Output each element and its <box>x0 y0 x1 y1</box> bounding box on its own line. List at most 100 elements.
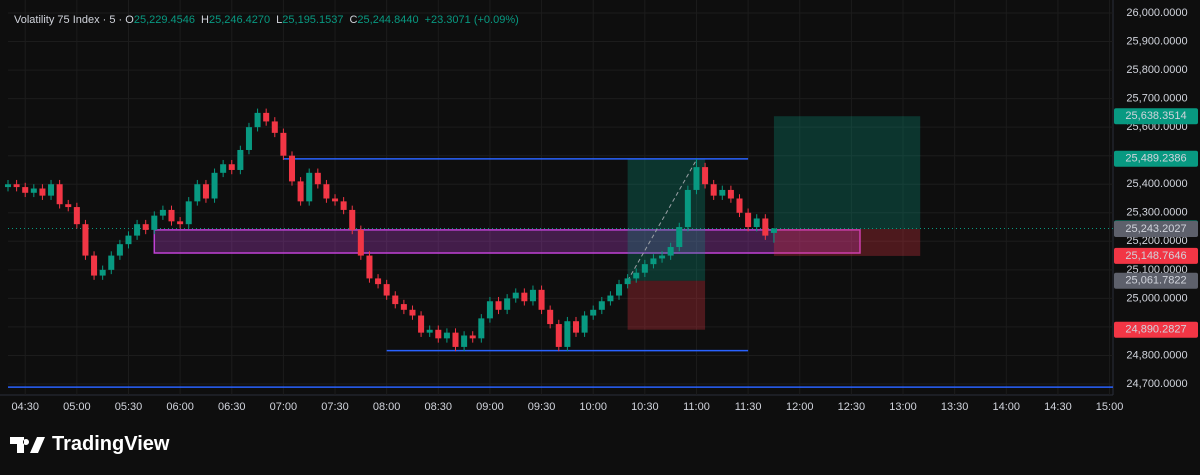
change: +23.3071 (+0.09%) <box>424 14 519 26</box>
candle-body <box>332 198 339 202</box>
candle-body <box>211 172 218 199</box>
candle-body <box>727 189 734 199</box>
ohlc-value: 25,229.4546 <box>133 14 196 26</box>
trade-path <box>627 158 698 282</box>
price-tag-label: 25,061.7822 <box>1125 275 1186 287</box>
symbol: Volatility 75 Index · 5 · <box>14 14 123 26</box>
candle-body <box>91 255 98 276</box>
x-tick-label: 09:00 <box>476 401 504 413</box>
candle-body <box>73 207 80 225</box>
price-tag-label: 25,148.7646 <box>1125 250 1186 262</box>
candle-body <box>280 132 287 156</box>
candle-body <box>151 215 158 230</box>
y-tick-label: 25,900.0000 <box>1126 35 1187 47</box>
candle-body <box>22 187 29 193</box>
candle-body <box>39 188 46 196</box>
candle-body <box>340 201 347 210</box>
price-tag <box>1114 247 1198 264</box>
price-tag <box>1114 272 1198 289</box>
candle-body <box>572 321 580 333</box>
brand-name: TradingView <box>52 433 170 455</box>
candle-body <box>409 309 416 316</box>
y-tick-label: 25,100.0000 <box>1126 264 1187 276</box>
brand-logo[interactable]: TradingView <box>10 433 169 456</box>
candle-body <box>521 292 528 302</box>
ohlc-key: C <box>349 14 358 26</box>
candle-body <box>564 321 571 347</box>
candle-body <box>745 212 752 228</box>
x-tick-label: 05:00 <box>63 401 91 413</box>
candle-body <box>375 278 382 285</box>
candle-body <box>650 258 657 265</box>
candle-body <box>504 298 511 310</box>
candle-body <box>366 255 373 279</box>
ohlc-key: O <box>125 14 134 26</box>
candle-body <box>400 304 407 310</box>
x-tick-label: 12:00 <box>786 401 814 413</box>
candle-body <box>383 284 390 296</box>
candle-body <box>676 227 683 248</box>
x-tick-label: 11:00 <box>683 401 710 413</box>
y-tick-label: 25,000.0000 <box>1126 292 1187 304</box>
y-tick-label: 24,700.0000 <box>1126 378 1187 390</box>
candle-body <box>555 324 562 347</box>
candle-body <box>607 295 614 302</box>
candle-body <box>418 315 425 333</box>
x-tick-label: 08:30 <box>425 401 453 413</box>
candle-body <box>159 209 166 216</box>
x-tick-label: 07:00 <box>270 401 298 413</box>
candle-body <box>581 315 588 333</box>
price-tag <box>1114 150 1198 167</box>
zone-box <box>153 229 861 254</box>
candle-body <box>108 255 115 270</box>
candle-body <box>13 184 20 188</box>
candle-body <box>125 235 132 245</box>
candle-body <box>314 172 321 185</box>
candle-body <box>245 127 252 150</box>
price-tag-label: 25,489.2386 <box>1125 153 1186 165</box>
x-tick-label: 06:00 <box>166 401 194 413</box>
candle-body <box>168 209 175 222</box>
x-tick-label: 09:30 <box>528 401 556 413</box>
y-tick-label: 25,200.0000 <box>1126 235 1187 247</box>
candle-body <box>65 204 72 208</box>
candle-body <box>710 184 717 196</box>
candle-body <box>770 228 777 233</box>
y-tick-label: 25,800.0000 <box>1126 64 1187 76</box>
legend-header: Volatility 75 Index · 5 · O25,229.4546 H2… <box>14 14 525 26</box>
candle-body <box>202 184 209 199</box>
y-tick-label: 25,400.0000 <box>1126 178 1187 190</box>
y-tick-label: 24,800.0000 <box>1126 349 1187 361</box>
candle-body <box>30 188 37 193</box>
x-tick-label: 12:30 <box>838 401 866 413</box>
candle-body <box>116 244 123 256</box>
candle-body <box>598 301 605 310</box>
candle-body <box>486 301 493 319</box>
candle-body <box>512 292 519 299</box>
candle-body <box>306 172 313 202</box>
x-tick-label: 08:00 <box>373 401 401 413</box>
candle-body <box>762 218 769 236</box>
candle-body <box>452 332 459 347</box>
candle-body <box>134 224 141 236</box>
candle-body <box>736 198 743 213</box>
candle-body <box>633 272 640 279</box>
candle-body <box>667 247 674 256</box>
x-tick-label: 10:30 <box>631 401 659 413</box>
candle-body <box>547 309 554 325</box>
price-tag-label: 24,890.2827 <box>1125 324 1186 336</box>
candle-body <box>684 189 691 228</box>
candle-body <box>461 335 468 347</box>
x-tick-label: 07:30 <box>321 401 349 413</box>
candle-body <box>82 224 89 256</box>
candle-body <box>702 167 709 185</box>
ohlc-value: 25,244.8440 <box>357 14 419 26</box>
ohlc-value: 25,246.4270 <box>208 14 271 26</box>
candle-body <box>529 289 536 302</box>
candle-body <box>392 295 399 305</box>
candle-body <box>753 218 760 228</box>
candle-body <box>297 181 304 202</box>
price-tag <box>1114 108 1198 125</box>
candle-body <box>469 335 476 339</box>
